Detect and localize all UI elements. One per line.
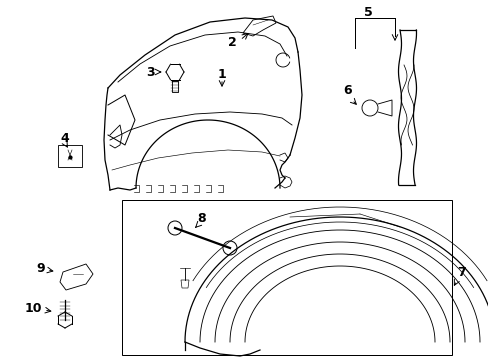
Text: 4: 4 bbox=[61, 131, 69, 144]
Text: 8: 8 bbox=[197, 211, 206, 225]
Text: 9: 9 bbox=[36, 261, 45, 274]
Text: 1: 1 bbox=[217, 68, 226, 81]
Text: 10: 10 bbox=[24, 302, 42, 315]
Text: 6: 6 bbox=[343, 84, 351, 96]
Bar bbox=[122, 200, 451, 355]
Text: 7: 7 bbox=[457, 266, 466, 279]
Text: 5: 5 bbox=[363, 5, 372, 18]
Text: 3: 3 bbox=[146, 66, 155, 78]
Bar bbox=[58, 145, 82, 167]
Text: 2: 2 bbox=[227, 36, 236, 49]
